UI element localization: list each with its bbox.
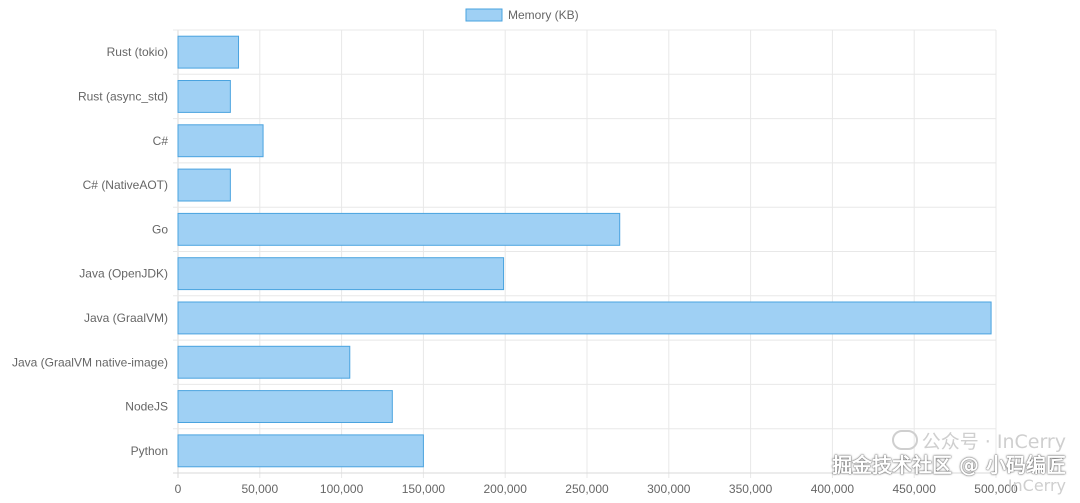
x-tick-label: 500,000 bbox=[974, 482, 1018, 496]
y-tick-label: Rust (tokio) bbox=[107, 45, 168, 59]
bar[interactable] bbox=[177, 168, 231, 202]
bar[interactable] bbox=[177, 35, 240, 69]
x-tick-label: 250,000 bbox=[565, 482, 609, 496]
watermark-wechat: 公众号 · InCerry bbox=[832, 429, 1066, 454]
bar[interactable] bbox=[177, 434, 424, 468]
chart-bars bbox=[177, 35, 992, 468]
chart-legend[interactable]: Memory (KB) bbox=[465, 8, 579, 22]
wechat-icon bbox=[891, 429, 918, 450]
bar[interactable] bbox=[177, 257, 505, 291]
y-tick-label: Java (OpenJDK) bbox=[79, 267, 168, 281]
bar[interactable] bbox=[177, 390, 393, 423]
x-tick-label: 200,000 bbox=[484, 482, 528, 496]
x-tick-label: 0 bbox=[175, 482, 182, 496]
y-tick-label: Java (GraalVM native-image) bbox=[12, 355, 168, 369]
y-tick-label: C# (NativeAOT) bbox=[83, 178, 168, 192]
bar[interactable] bbox=[177, 124, 264, 158]
legend-label-memory: Memory (KB) bbox=[508, 8, 579, 22]
bar[interactable] bbox=[177, 80, 231, 113]
x-tick-label: 400,000 bbox=[811, 482, 855, 496]
bar[interactable] bbox=[177, 212, 621, 246]
watermark: 公众号 · InCerry 掘金技术社区 @ 小码编匠 InCerry bbox=[832, 429, 1066, 495]
chart-grid bbox=[173, 29, 997, 478]
y-tick-label: NodeJS bbox=[125, 400, 168, 414]
y-axis-labels: Rust (tokio) Rust (async_std) C# C# (Native… bbox=[12, 45, 168, 458]
x-tick-label: 100,000 bbox=[320, 482, 364, 496]
x-tick-label: 150,000 bbox=[402, 482, 446, 496]
y-tick-label: Python bbox=[131, 444, 168, 458]
x-tick-label: 50,000 bbox=[241, 482, 278, 496]
watermark-line1: 公众号 · InCerry bbox=[921, 430, 1066, 453]
x-axis-labels: 0 50,000 100,000 150,000 200,000 250,000 300,0… bbox=[175, 482, 1018, 496]
x-tick-label: 350,000 bbox=[729, 482, 773, 496]
y-tick-label: Go bbox=[152, 222, 168, 236]
y-tick-label: Rust (async_std) bbox=[78, 89, 168, 103]
bar[interactable] bbox=[177, 301, 992, 335]
watermark-line2: 掘金技术社区 @ 小码编匠 bbox=[832, 452, 1066, 477]
y-tick-label: C# bbox=[153, 134, 169, 148]
watermark-line3: InCerry bbox=[1007, 475, 1066, 495]
bar[interactable] bbox=[177, 345, 351, 379]
x-tick-label: 450,000 bbox=[893, 482, 937, 496]
x-tick-label: 300,000 bbox=[647, 482, 691, 496]
legend-swatch-memory bbox=[465, 8, 503, 22]
y-tick-label: Java (GraalVM) bbox=[84, 311, 168, 325]
